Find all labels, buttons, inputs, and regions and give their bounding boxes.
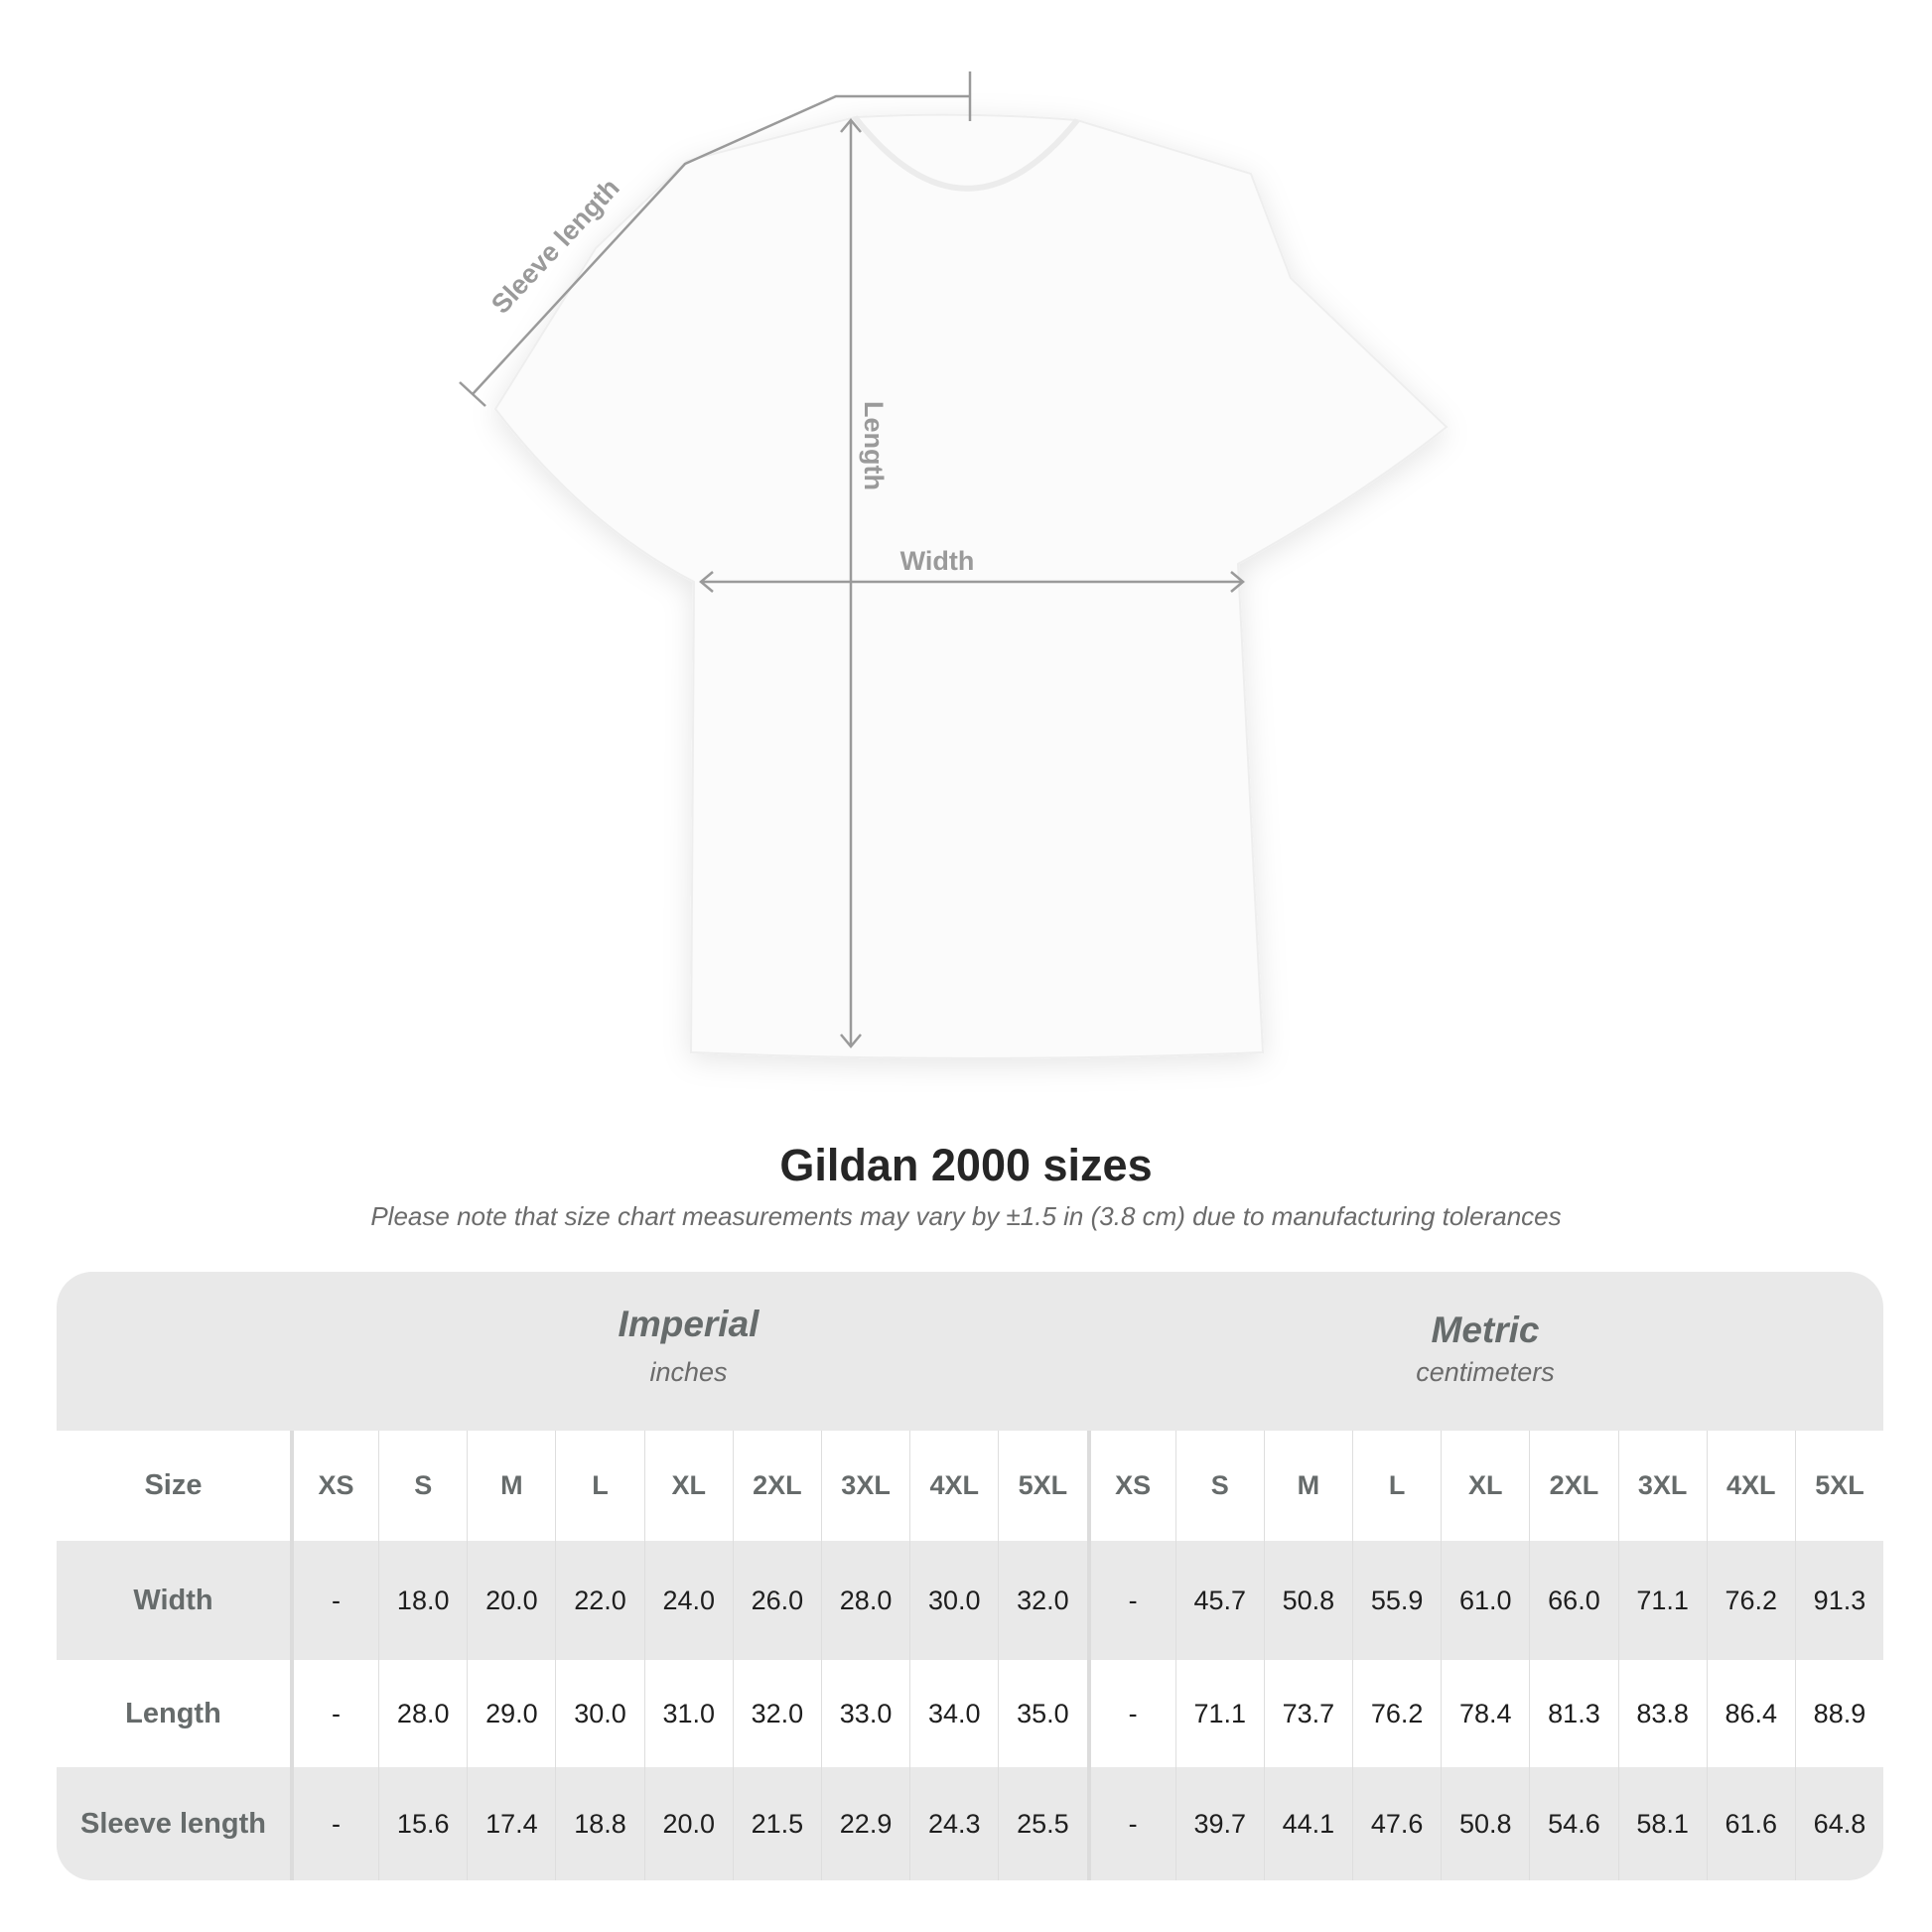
metric-value-cell: 44.1 xyxy=(1263,1767,1352,1880)
metric-value-cell: 71.1 xyxy=(1617,1541,1707,1660)
metric-value-cell: 50.8 xyxy=(1441,1767,1529,1880)
metric-value-cell: 58.1 xyxy=(1617,1767,1707,1880)
row-label: Sleeve length xyxy=(79,1807,266,1840)
page-title: Gildan 2000 sizes xyxy=(779,1140,1153,1190)
imperial-value-cell: 22.0 xyxy=(555,1541,643,1660)
imperial-size-2xl: 2XL xyxy=(732,1431,821,1541)
tshirt-illustration xyxy=(493,113,1449,1059)
metric-value-cell: 88.9 xyxy=(1794,1660,1883,1767)
imperial-value-cell: 25.5 xyxy=(998,1767,1086,1880)
imperial-value-cell: 28.0 xyxy=(820,1541,909,1660)
imperial-size-4xl: 4XL xyxy=(909,1431,998,1541)
imperial-value-cell: - xyxy=(289,1767,378,1880)
metric-label: Metric xyxy=(1431,1310,1540,1350)
metric-value-cell: 45.7 xyxy=(1174,1541,1264,1660)
metric-size-m: M xyxy=(1263,1431,1352,1541)
metric-size-5xl: 5XL xyxy=(1794,1431,1883,1541)
metric-value-cell: 73.7 xyxy=(1263,1660,1352,1767)
imperial-value-cell: 30.0 xyxy=(555,1660,643,1767)
metric-value-cell: 78.4 xyxy=(1441,1660,1529,1767)
imperial-value-cell: 20.0 xyxy=(467,1541,555,1660)
metric-header: Metric centimeters xyxy=(1087,1310,1883,1468)
imperial-size-xs: XS xyxy=(289,1431,378,1541)
imperial-unit: inches xyxy=(649,1357,728,1387)
imperial-value-cell: 29.0 xyxy=(467,1660,555,1767)
metric-value-cell: - xyxy=(1086,1541,1175,1660)
imperial-value-cell: 35.0 xyxy=(998,1660,1086,1767)
imperial-value-cell: 32.0 xyxy=(732,1660,821,1767)
size-table: Imperial inches Metric centimeters Size X… xyxy=(57,1272,1883,1880)
imperial-size-s: S xyxy=(378,1431,467,1541)
metric-value-cell: 50.8 xyxy=(1263,1541,1352,1660)
metric-value-cell: 39.7 xyxy=(1174,1767,1264,1880)
row-label: Width xyxy=(133,1584,213,1616)
metric-value-cell: 61.0 xyxy=(1441,1541,1529,1660)
imperial-header: Imperial inches xyxy=(290,1304,1087,1462)
metric-value-cell: 61.6 xyxy=(1706,1767,1795,1880)
imperial-value-cell: 31.0 xyxy=(643,1660,733,1767)
size-row: Size XS S M L XL 2XL 3XL 4XL 5XL XS S M L XL 2XL 3XL 4XL 5… xyxy=(57,1431,1883,1541)
imperial-value-cell: 24.0 xyxy=(643,1541,733,1660)
metric-value-cell: - xyxy=(1086,1660,1175,1767)
imperial-value-cell: 20.0 xyxy=(643,1767,733,1880)
imperial-value-cell: 28.0 xyxy=(378,1660,467,1767)
metric-size-3xl: 3XL xyxy=(1617,1431,1707,1541)
length-label: Length xyxy=(859,401,889,490)
imperial-size-l: L xyxy=(555,1431,643,1541)
metric-value-cell: 54.6 xyxy=(1529,1767,1617,1880)
imperial-value-cell: 18.8 xyxy=(555,1767,643,1880)
metric-value-cell: 55.9 xyxy=(1352,1541,1441,1660)
metric-size-xl: XL xyxy=(1441,1431,1529,1541)
metric-value-cell: 47.6 xyxy=(1352,1767,1441,1880)
imperial-size-m: M xyxy=(467,1431,555,1541)
imperial-value-cell: 30.0 xyxy=(909,1541,998,1660)
metric-value-cell: 71.1 xyxy=(1174,1660,1264,1767)
imperial-value-cell: 34.0 xyxy=(909,1660,998,1767)
measure-lines xyxy=(459,71,1245,1048)
tolerance-note: Please note that size chart measurements… xyxy=(370,1201,1562,1231)
metric-size-xs: XS xyxy=(1086,1431,1175,1541)
metric-value-cell: 76.2 xyxy=(1352,1660,1441,1767)
row-label: Length xyxy=(125,1697,221,1729)
imperial-size-5xl: 5XL xyxy=(998,1431,1086,1541)
metric-size-s: S xyxy=(1174,1431,1264,1541)
metric-unit: centimeters xyxy=(1416,1357,1555,1387)
imperial-size-xl: XL xyxy=(643,1431,733,1541)
metric-value-cell: 64.8 xyxy=(1794,1767,1883,1880)
metric-value-cell: 76.2 xyxy=(1706,1541,1795,1660)
width-row: Width -18.0 20.0 22.0 24.0 26.0 28.0 30.0 32.0-4… xyxy=(57,1541,1883,1660)
sleeve-length-line xyxy=(472,94,970,395)
sleeve-length-row: Sleeve length -15.6 17.4 18.8 20.0 21.5 22.9 24… xyxy=(57,1767,1883,1880)
imperial-value-cell: 15.6 xyxy=(378,1767,467,1880)
imperial-value-cell: - xyxy=(289,1541,378,1660)
imperial-size-3xl: 3XL xyxy=(820,1431,909,1541)
metric-value-cell: 86.4 xyxy=(1706,1660,1795,1767)
imperial-value-cell: 21.5 xyxy=(732,1767,821,1880)
imperial-value-cell: 18.0 xyxy=(378,1541,467,1660)
metric-value-cell: - xyxy=(1086,1767,1175,1880)
metric-value-cell: 83.8 xyxy=(1617,1660,1707,1767)
width-label: Width xyxy=(900,546,975,576)
imperial-value-cell: 32.0 xyxy=(998,1541,1086,1660)
imperial-value-cell: 26.0 xyxy=(732,1541,821,1660)
metric-size-2xl: 2XL xyxy=(1529,1431,1617,1541)
metric-value-cell: 66.0 xyxy=(1529,1541,1617,1660)
metric-value-cell: 81.3 xyxy=(1529,1660,1617,1767)
metric-size-l: L xyxy=(1352,1431,1441,1541)
length-row: Length -28.0 29.0 30.0 31.0 32.0 33.0 34.0 35.0-… xyxy=(57,1660,1883,1767)
imperial-value-cell: 17.4 xyxy=(467,1767,555,1880)
metric-value-cell: 91.3 xyxy=(1794,1541,1883,1660)
imperial-value-cell: - xyxy=(289,1660,378,1767)
imperial-value-cell: 24.3 xyxy=(909,1767,998,1880)
size-header: Size xyxy=(144,1469,203,1501)
tshirt-diagram: Sleeve length Length Width xyxy=(459,71,1449,1059)
imperial-value-cell: 33.0 xyxy=(820,1660,909,1767)
metric-size-4xl: 4XL xyxy=(1706,1431,1795,1541)
imperial-value-cell: 22.9 xyxy=(820,1767,909,1880)
imperial-label: Imperial xyxy=(618,1304,759,1344)
